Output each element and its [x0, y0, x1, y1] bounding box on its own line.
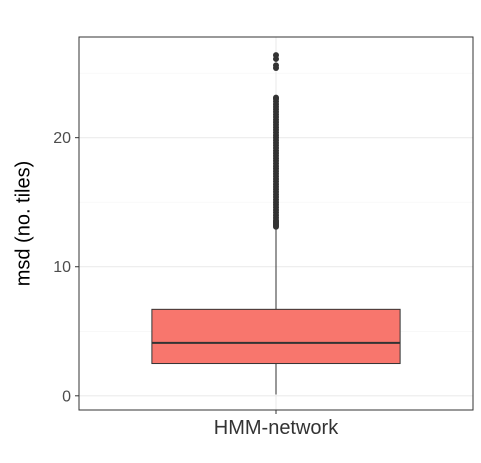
x-category-label: HMM-network	[214, 417, 339, 439]
box-layer	[151, 52, 401, 395]
y-tick-label: 0	[62, 388, 71, 405]
outlier-point	[273, 52, 279, 59]
iqr-box	[151, 308, 401, 365]
y-tick-label: 20	[53, 130, 71, 147]
y-axis-title: msd (no. tiles)	[12, 161, 34, 287]
outlier-point	[273, 62, 279, 69]
tick-layer: 0 10 20 HMM-network	[53, 130, 339, 439]
outlier-point	[273, 94, 279, 101]
y-tick-label: 10	[53, 259, 71, 276]
